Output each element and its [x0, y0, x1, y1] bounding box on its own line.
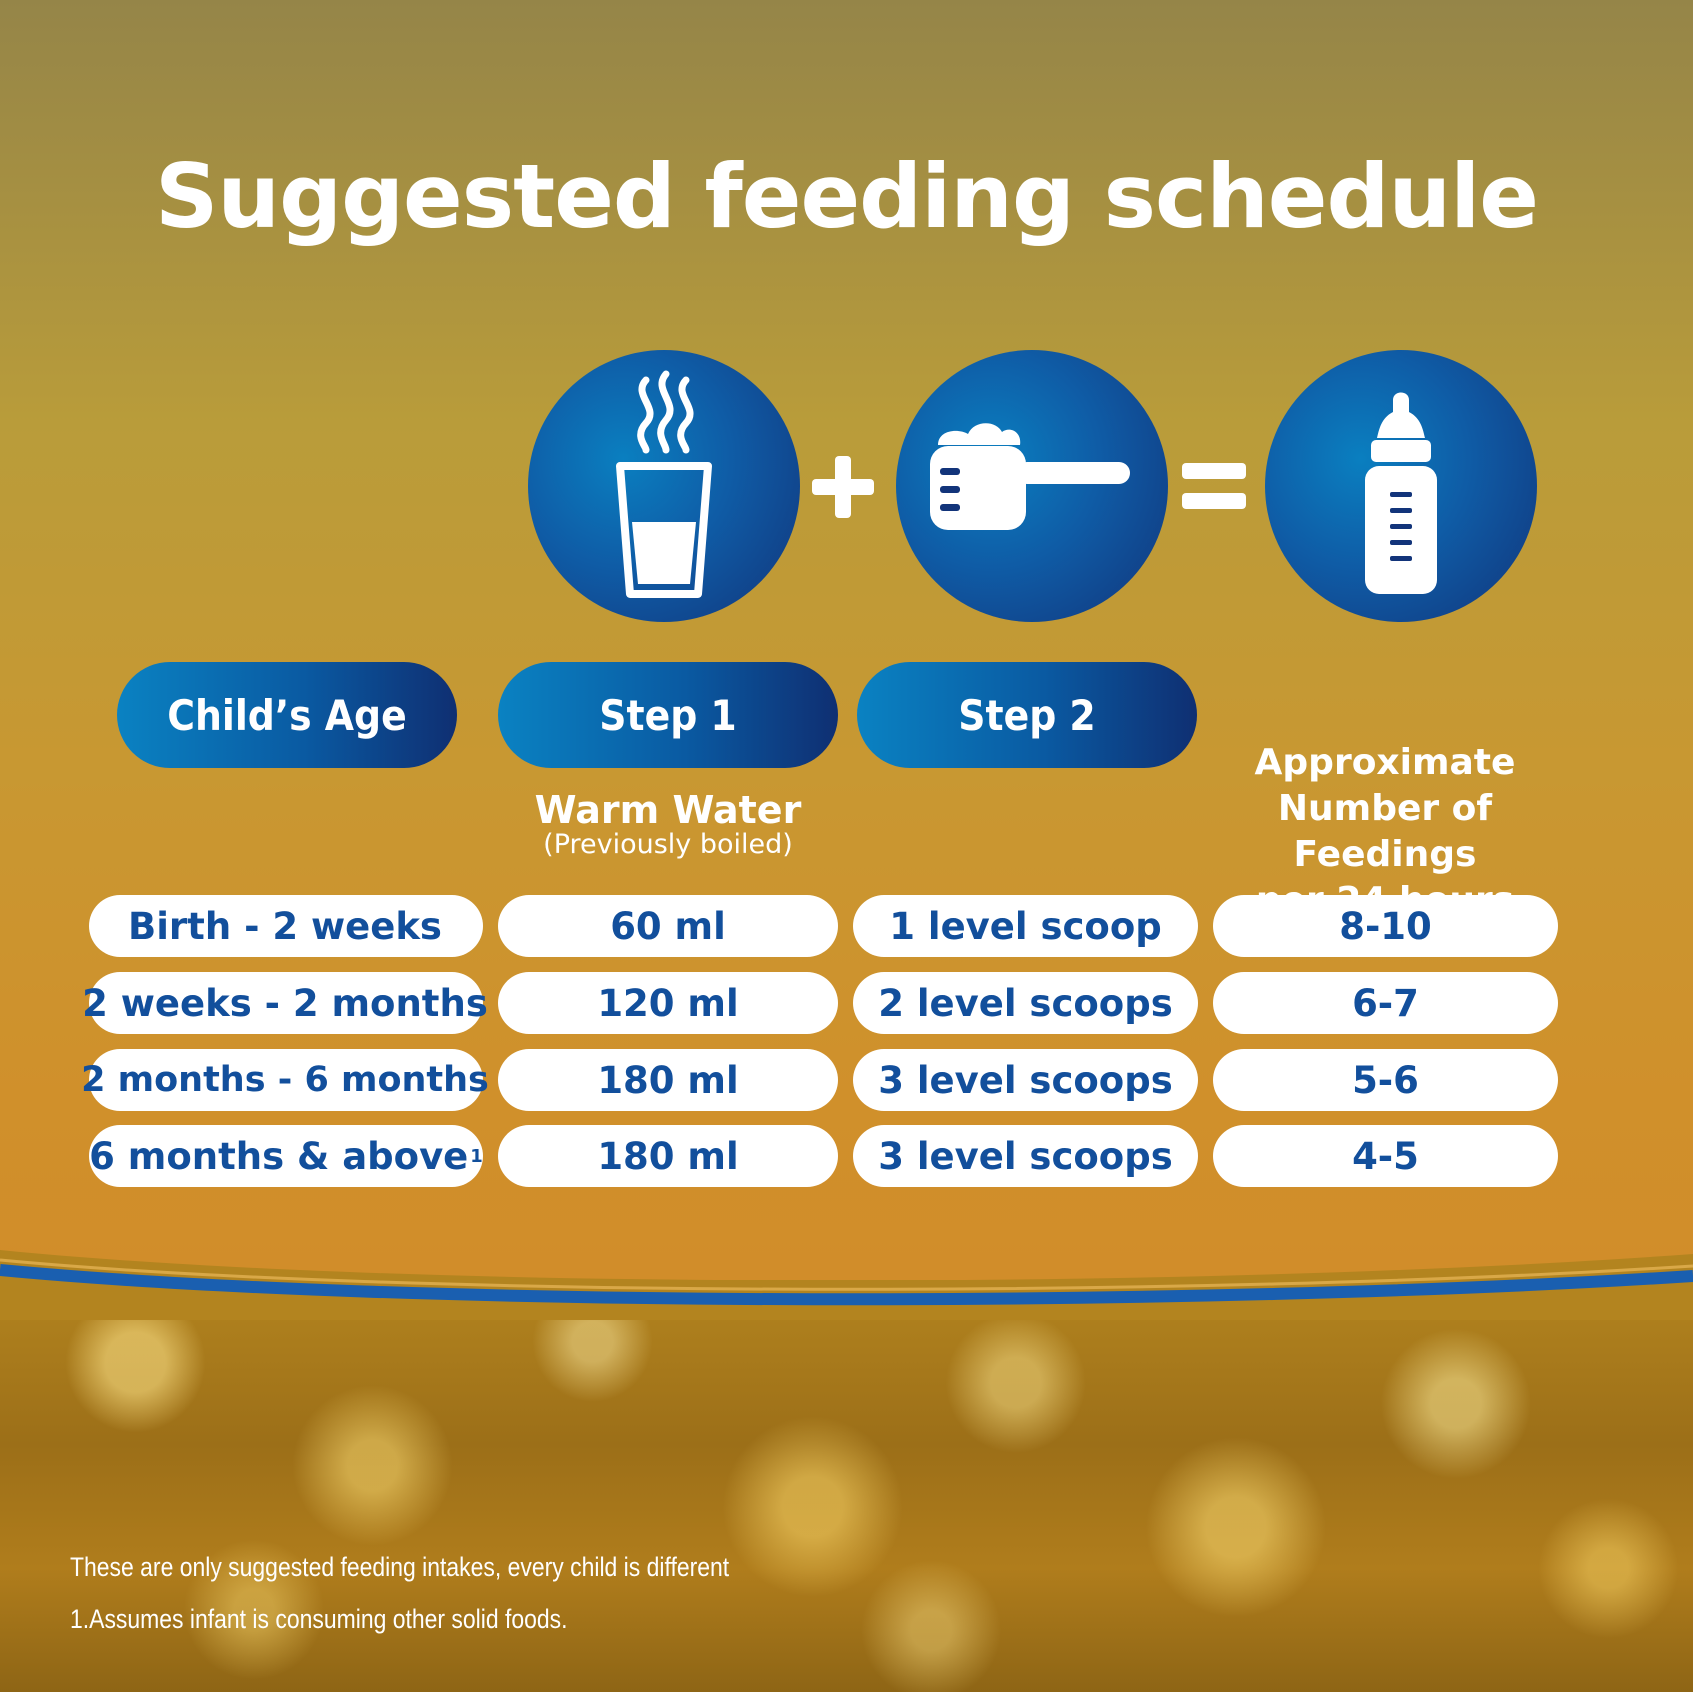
feedings-line-2: Number of Feedings [1277, 788, 1493, 875]
equals-icon [1182, 463, 1246, 509]
cell-age: 2 months - 6 months [81, 1049, 489, 1111]
cell-feedings: 5-6 [1213, 1049, 1558, 1111]
age-text: Birth - 2 weeks [128, 904, 442, 948]
formula-scoop-icon [930, 423, 1130, 530]
blue-wave-divider [0, 1250, 1693, 1320]
cell-scoops: 2 level scoops [853, 972, 1198, 1034]
footnote-solid-foods: 1.Assumes infant is consuming other soli… [70, 1604, 568, 1634]
cell-water: 180 ml [498, 1049, 838, 1111]
step1-subheader: Warm Water (Previously boiled) [498, 790, 838, 860]
cell-feedings: 6-7 [1213, 972, 1558, 1034]
cell-water: 120 ml [498, 972, 838, 1034]
formula-scoop-circle [896, 350, 1168, 622]
baby-bottle-icon [1365, 392, 1437, 594]
cell-scoops: 1 level scoop [853, 895, 1198, 957]
cell-feedings: 8-10 [1213, 895, 1558, 957]
warm-water-label: Warm Water [534, 788, 802, 832]
age-text: 2 months - 6 months [81, 1060, 489, 1100]
warm-water-glass-icon [616, 370, 712, 598]
baby-bottle-circle [1265, 350, 1537, 622]
cell-water: 60 ml [498, 895, 838, 957]
cell-scoops: 3 level scoops [853, 1125, 1198, 1187]
header-childs-age: Child’s Age [117, 662, 457, 768]
cell-age: Birth - 2 weeks [89, 895, 483, 957]
sparkle-background [0, 1280, 1693, 1692]
cell-age: 2 weeks - 2 months [82, 972, 488, 1034]
age-footnote-mark: 1 [470, 1145, 483, 1167]
warm-water-circle [528, 350, 800, 622]
footnote-disclaimer: These are only suggested feeding intakes… [70, 1552, 730, 1582]
age-text: 6 months & above [89, 1134, 469, 1178]
header-step-1: Step 1 [498, 662, 838, 768]
cell-age: 6 months & above 1 [89, 1125, 483, 1187]
feedings-line-1: Approximate [1254, 742, 1516, 783]
page-title: Suggested feeding schedule [155, 145, 1539, 248]
plus-icon [812, 456, 874, 518]
age-text: 2 weeks - 2 months [82, 981, 488, 1025]
previously-boiled-note: (Previously boiled) [543, 829, 793, 860]
cell-scoops: 3 level scoops [853, 1049, 1198, 1111]
cell-water: 180 ml [498, 1125, 838, 1187]
header-step-2: Step 2 [857, 662, 1197, 768]
cell-feedings: 4-5 [1213, 1125, 1558, 1187]
